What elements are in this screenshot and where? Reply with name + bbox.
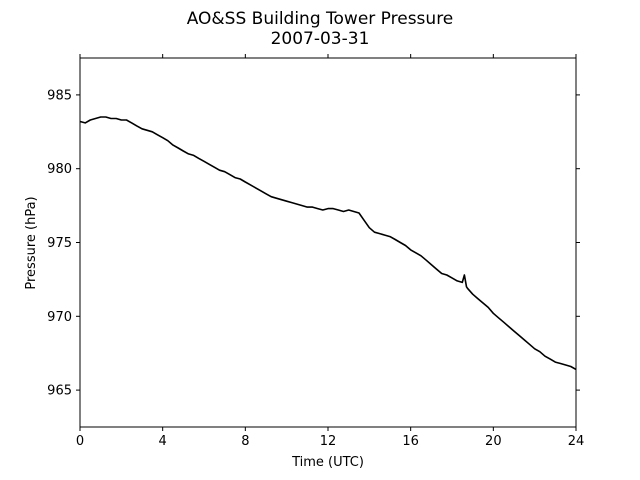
x-tick-label: 4 — [159, 434, 167, 449]
x-tick-label: 8 — [241, 434, 249, 449]
series-group — [79, 116, 577, 371]
x-axis-ticks: 0 4 8 12 16 20 24 — [76, 54, 584, 449]
x-tick-label: 0 — [76, 434, 84, 449]
plot-frame — [79, 57, 577, 428]
x-tick-label: 20 — [485, 434, 502, 449]
chart-subtitle: 2007-03-31 — [271, 29, 370, 49]
y-tick-label: 975 — [47, 236, 72, 251]
x-tick-label: 16 — [402, 434, 419, 449]
y-axis-label: Pressure (hPa) — [24, 196, 39, 289]
y-tick-label: 985 — [47, 88, 72, 103]
x-tick-label: 24 — [568, 434, 585, 449]
series-line — [79, 116, 577, 371]
y-axis-ticks: 965 970 975 980 985 — [47, 88, 580, 399]
y-tick-label: 970 — [47, 310, 72, 325]
chart-title: AO&SS Building Tower Pressure — [187, 9, 454, 29]
y-tick-label: 965 — [47, 384, 72, 399]
x-axis-label: Time (UTC) — [291, 455, 364, 470]
x-tick-label: 12 — [320, 434, 337, 449]
y-tick-label: 980 — [47, 162, 72, 177]
